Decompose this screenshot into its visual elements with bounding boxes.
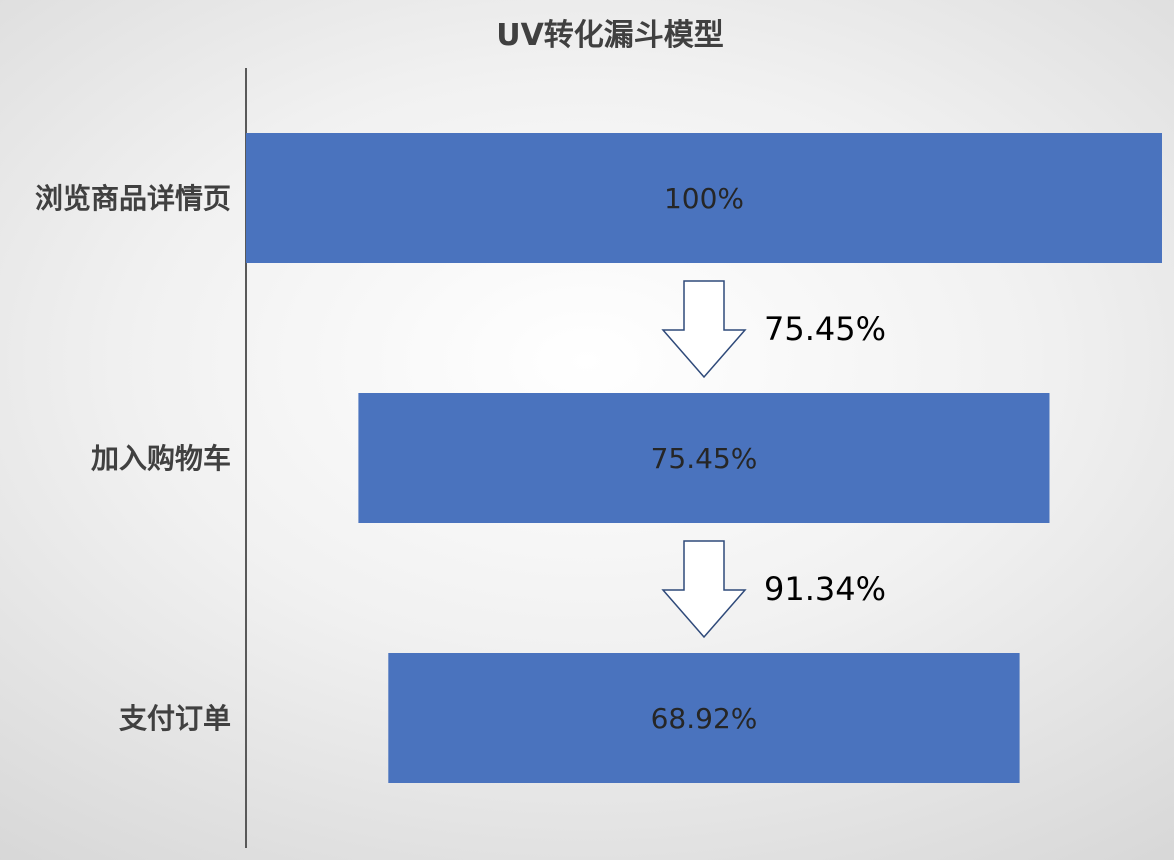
chart-title: UV转化漏斗模型 [496, 18, 724, 53]
conversion-rate-label: 75.45% [764, 310, 886, 348]
bars-layer: 100% 浏览商品详情页 75.45% 加入购物车 68.92% 支付订单 [35, 133, 1162, 783]
category-label: 加入购物车 [91, 442, 231, 475]
conversion-rate-label: 91.34% [764, 570, 886, 608]
down-arrow-icon [661, 280, 747, 379]
funnel-bar [358, 393, 1050, 523]
category-label: 浏览商品详情页 [35, 182, 231, 215]
down-arrow-icon [661, 540, 747, 639]
bar-value-label: 68.92% [651, 702, 758, 735]
bar-value-label: 75.45% [651, 442, 758, 475]
category-label: 支付订单 [119, 702, 231, 735]
bar-value-label: 100% [664, 182, 744, 215]
funnel-bar [388, 653, 1020, 783]
funnel-bar [246, 133, 1162, 263]
conversion-arrows-layer: 75.45% 91.34% [661, 280, 886, 639]
